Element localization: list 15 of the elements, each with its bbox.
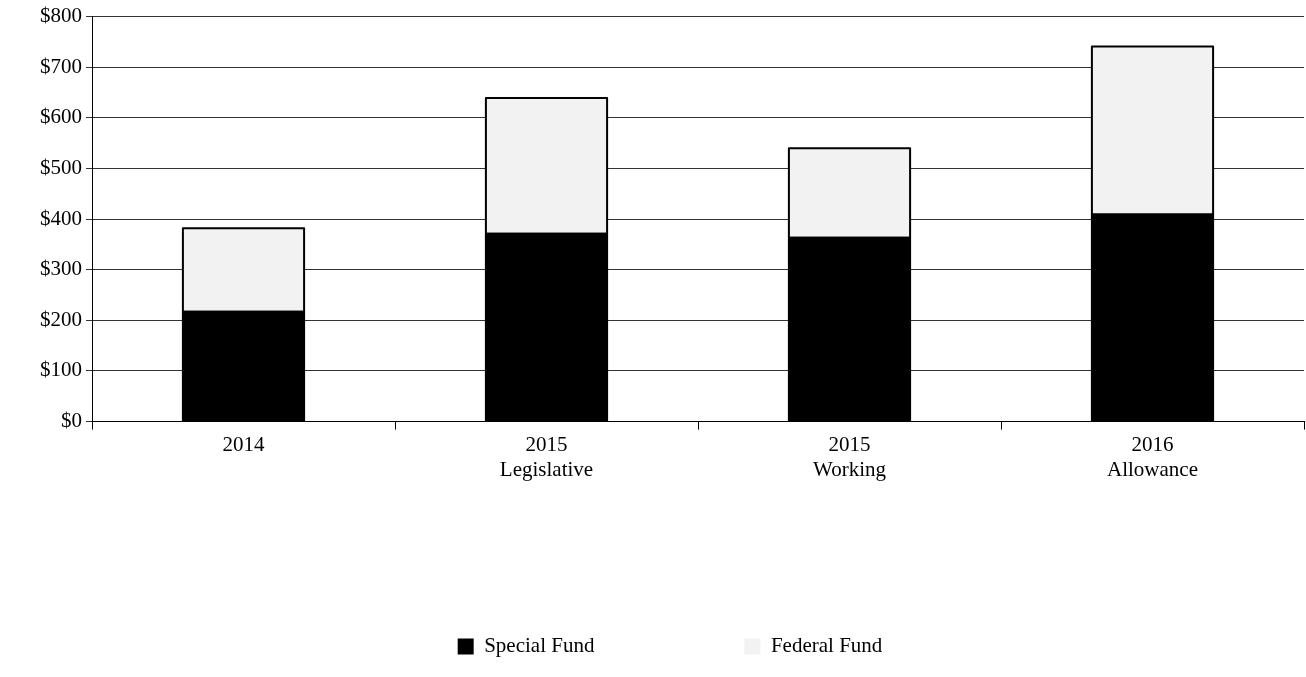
x-tick-label: 2015 Working xyxy=(813,431,887,481)
y-tick-label: $200 xyxy=(40,306,82,331)
x-tick-label: 2015 Legislative xyxy=(499,431,594,481)
x-tick-label: 2014 xyxy=(222,431,265,456)
legend-label: Federal Fund xyxy=(770,633,883,658)
y-tick-label: $400 xyxy=(40,205,82,230)
y-tick-label: $500 xyxy=(40,154,82,179)
legend-label: Special Fund xyxy=(484,633,595,658)
y-tick-label: $100 xyxy=(40,357,82,382)
y-tick-label: $700 xyxy=(40,53,82,78)
x-tick-label: 2016 Allowance xyxy=(1107,431,1198,481)
y-tick-label: $600 xyxy=(40,104,82,129)
y-tick-label: $300 xyxy=(40,256,82,281)
y-tick-label: $800 xyxy=(40,3,82,28)
y-tick-label: $0 xyxy=(61,408,82,433)
